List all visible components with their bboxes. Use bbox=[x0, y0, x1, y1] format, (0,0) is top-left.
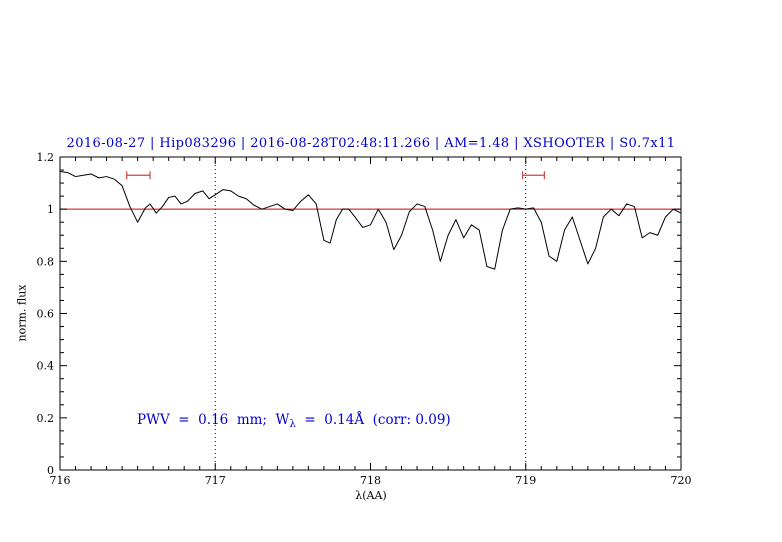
x-tick-label: 720 bbox=[671, 474, 692, 487]
annotation-lambda-subscript: λ bbox=[289, 419, 296, 430]
x-tick-label: 718 bbox=[360, 474, 381, 487]
x-tick-label: 717 bbox=[205, 474, 226, 487]
spectrum-path bbox=[59, 170, 682, 270]
annotation-suffix: = 0.14Å (corr: 0.09) bbox=[295, 412, 451, 428]
plot-title: 2016-08-27 | Hip083296 | 2016-08-28T02:4… bbox=[66, 136, 676, 151]
y-tick-label: 1.2 bbox=[37, 151, 55, 164]
x-axis-label: λ(AA) bbox=[355, 489, 387, 502]
y-tick-label: 0.6 bbox=[37, 308, 55, 321]
annotation-prefix: PWV = 0.16 mm; W bbox=[137, 412, 290, 428]
y-tick-label: 0.8 bbox=[37, 255, 55, 268]
x-tick-label: 716 bbox=[50, 474, 71, 487]
y-tick-label: 0.4 bbox=[37, 360, 55, 373]
x-tick-label: 719 bbox=[515, 474, 536, 487]
y-axis-label: norm. flux bbox=[15, 284, 29, 342]
pwv-annotation: PWV = 0.16 mm; Wλ = 0.14Å (corr: 0.09) bbox=[137, 412, 451, 430]
y-tick-label: 1 bbox=[47, 203, 54, 216]
y-tick-label: 0 bbox=[47, 464, 54, 477]
y-tick-label: 0.2 bbox=[37, 412, 55, 425]
